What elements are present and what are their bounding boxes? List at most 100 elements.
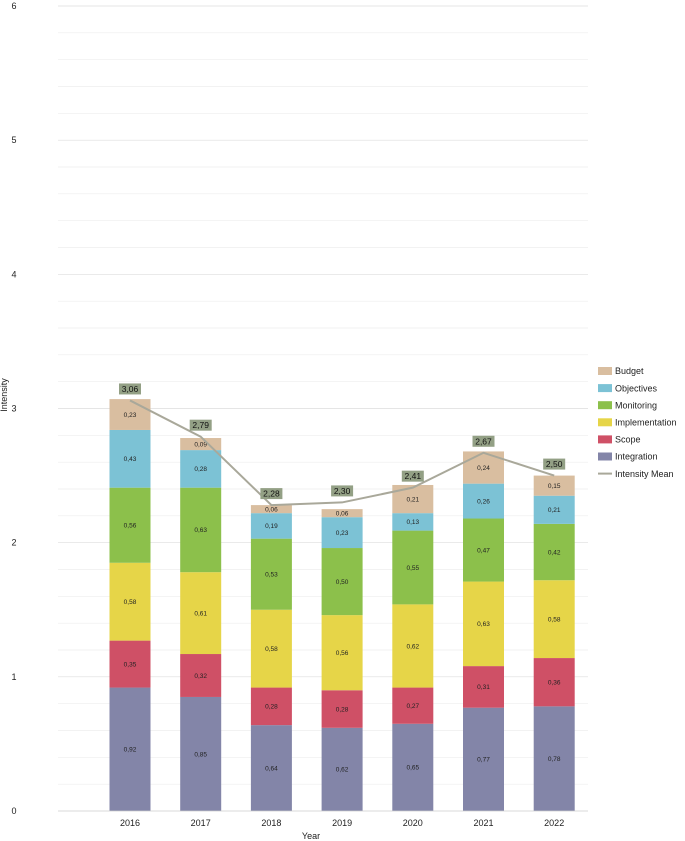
legend-swatch-implementation	[598, 418, 612, 427]
mean-label: 2,30	[334, 486, 351, 496]
bar-segment-monitoring	[180, 487, 222, 573]
legend-label: Integration	[615, 452, 658, 462]
mean-label: 3,06	[122, 384, 139, 394]
y-tick-label: 6	[11, 1, 16, 11]
bar-segment-label: 0,28	[336, 706, 349, 713]
bar-segment-label: 0,62	[336, 767, 349, 774]
legend-swatch-monitoring	[598, 401, 612, 410]
x-tick-label: 2019	[332, 818, 352, 828]
bar-segment-budget	[250, 505, 292, 514]
x-tick-label: 2016	[120, 818, 140, 828]
bar-segment-scope	[392, 687, 434, 724]
bar-segment-label: 0,09	[194, 441, 207, 448]
legend-label: Scope	[615, 435, 641, 445]
bar-segment-objectives	[109, 429, 151, 488]
bar-segment-integration	[321, 727, 363, 811]
y-tick-label: 5	[11, 135, 16, 145]
bar-segment-scope	[463, 666, 504, 708]
legend: Budget Objectives Monitoring Implementation…	[598, 366, 677, 479]
legend-swatch-budget	[598, 367, 612, 375]
bar-segment-label: 0,27	[406, 703, 419, 710]
bar-segment-label: 0,63	[194, 527, 207, 534]
bar-segment-label: 0,21	[406, 496, 419, 503]
bar-segment-scope	[109, 640, 151, 688]
bar-segment-budget	[533, 475, 575, 496]
bar-segment-integration	[180, 696, 222, 811]
bar-segment-monitoring	[392, 530, 434, 605]
bar-segment-label: 0,92	[124, 747, 137, 754]
bars: 0,92 0,35 0,58 0,56 0,43 0,23 0,85 0,32 0,61 0,63…	[109, 399, 575, 811]
bar-segment-objectives	[250, 513, 292, 539]
bar-segment-label: 0,26	[477, 498, 490, 505]
bar-segment-label: 0,28	[265, 704, 278, 711]
bar-segment-monitoring	[321, 548, 363, 616]
x-tick-label: 2021	[473, 818, 493, 828]
bar-segment-monitoring	[250, 538, 292, 610]
bar-segment-monitoring	[109, 487, 151, 563]
bar-segment-label: 0,15	[548, 483, 561, 490]
bar-segment-scope	[250, 687, 292, 726]
x-tick-label: 2017	[191, 818, 211, 828]
bar-segment-implementation	[250, 609, 292, 688]
bar-segment-label: 0,53	[265, 571, 278, 578]
mean-label-box	[401, 470, 424, 482]
bar-segment-label: 0,63	[477, 621, 490, 628]
y-axis-ticks: 0 1 2 3 4 5 6	[11, 1, 16, 816]
bar-segment-label: 0,61	[194, 610, 207, 617]
y-tick-label: 4	[11, 269, 16, 279]
bar-segment-label: 0,23	[336, 530, 349, 537]
legend-label: Objectives	[615, 383, 658, 393]
bar-segment-label: 0,55	[406, 565, 419, 572]
mean-label-box	[260, 488, 283, 500]
x-tick-label: 2018	[261, 818, 281, 828]
bar-segment-monitoring	[463, 518, 504, 582]
x-axis-ticks: 2016 2017 2018 2019 2020 2021 2022	[120, 818, 564, 828]
mean-label-box	[331, 485, 354, 497]
bar-segment-objectives	[392, 513, 434, 531]
mean-label: 2,79	[192, 420, 209, 430]
bar-segment-label: 0,21	[548, 507, 561, 514]
bar-segment-implementation	[109, 562, 151, 641]
y-tick-label: 1	[11, 672, 16, 682]
bar-segment-label: 0,65	[406, 765, 419, 772]
bar-segment-label: 0,85	[194, 751, 207, 758]
bar-segment-label: 0,58	[124, 599, 137, 606]
bar-segment-budget	[109, 399, 151, 430]
legend-label: Budget	[615, 366, 644, 376]
y-axis-label: Intensity	[0, 378, 9, 412]
mean-label-box	[119, 383, 141, 395]
mean-label-box	[189, 419, 212, 431]
bar-segment-implementation	[321, 615, 363, 691]
mean-label: 2,67	[475, 436, 492, 446]
bar-segment-label: 0,06	[265, 506, 278, 513]
bar-segment-scope	[533, 658, 575, 707]
bar-segment-implementation	[533, 580, 575, 659]
mean-label-box	[543, 458, 566, 470]
bar-segment-label: 0,47	[477, 547, 490, 554]
bar-segment-objectives	[321, 517, 363, 549]
bar-segment-monitoring	[533, 523, 575, 581]
x-tick-label: 2022	[544, 818, 564, 828]
bar-segment-objectives	[463, 483, 504, 519]
bar-segment-label: 0,35	[124, 661, 137, 668]
intensity-mean-line: 3,06 2,79 2,28 2,30 2,41 2,67 2,50	[119, 383, 566, 507]
mean-label: 2,50	[546, 459, 563, 469]
legend-label: Implementation	[615, 418, 677, 428]
mean-label: 2,41	[405, 471, 422, 481]
bar-segment-label: 0,13	[406, 519, 419, 526]
bar-segment-label: 0,64	[265, 765, 278, 772]
bar-segment-label: 0,56	[336, 650, 349, 657]
bar-segment-scope	[180, 654, 222, 697]
bar-segment-label: 0,19	[265, 523, 278, 530]
bar-segment-label: 0,77	[477, 757, 490, 764]
bar-segment-label: 0,36	[548, 680, 561, 687]
bar-segment-label: 0,06	[336, 510, 349, 517]
bar-segment-label: 0,50	[336, 579, 349, 586]
bar-segment-label: 0,23	[124, 412, 137, 419]
bar-segment-implementation	[392, 604, 434, 688]
y-tick-label: 2	[11, 538, 16, 548]
legend-label: Monitoring	[615, 400, 657, 410]
intensity-mean-polyline	[129, 399, 555, 507]
legend-label: Intensity Mean	[615, 469, 674, 479]
